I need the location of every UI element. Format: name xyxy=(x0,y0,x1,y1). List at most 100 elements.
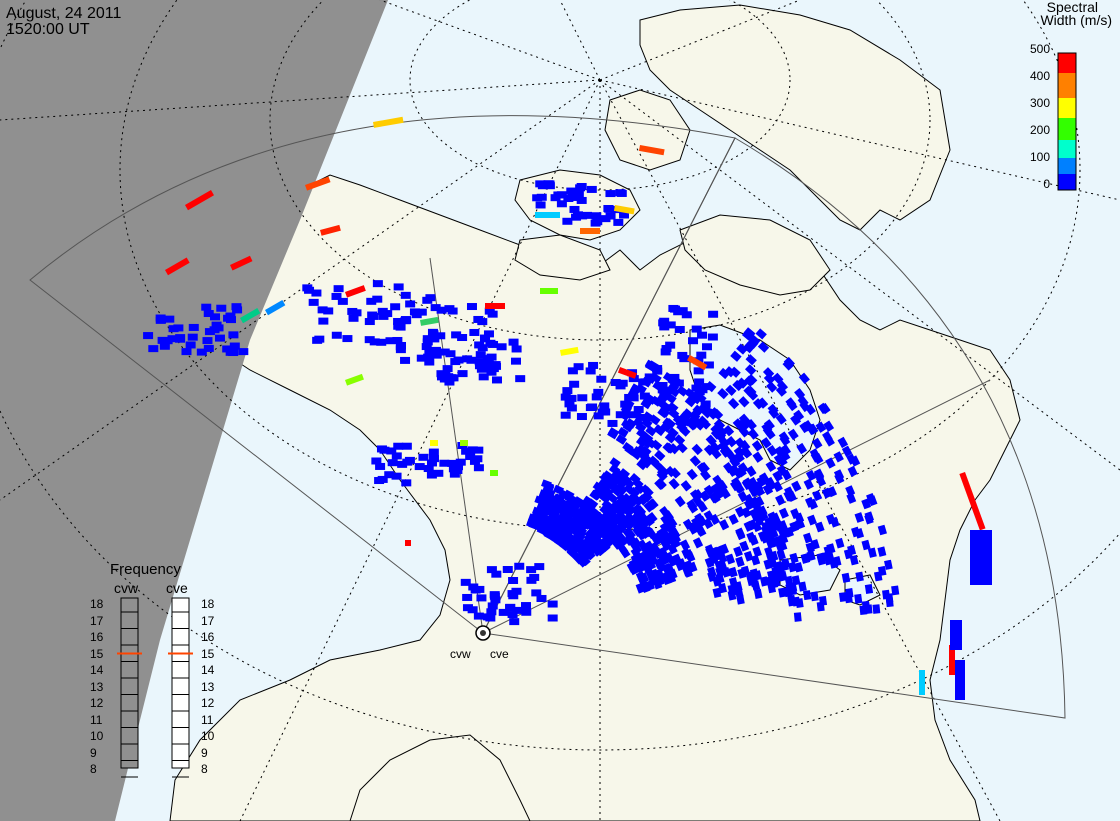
scatter-cell xyxy=(401,442,412,450)
scatter-cell xyxy=(416,354,427,362)
scatter-cell xyxy=(696,515,708,527)
scatter-cell xyxy=(803,532,813,544)
scatter-cell xyxy=(776,549,786,561)
scatter-cell xyxy=(533,507,545,518)
scatter-cell xyxy=(537,182,548,190)
scatter-cell xyxy=(622,527,634,540)
scatter-cell xyxy=(743,375,756,387)
scatter-cell xyxy=(843,548,853,560)
scatter-cell xyxy=(891,585,900,596)
scatter-cell xyxy=(736,594,745,605)
scatter-cell xyxy=(617,426,629,438)
scatter-cell xyxy=(696,351,707,359)
scatter-cell xyxy=(650,570,661,582)
scatter-cell xyxy=(736,377,748,389)
scatter-cell xyxy=(669,373,680,381)
scatter-cell xyxy=(395,323,406,331)
scatter-cell xyxy=(475,351,486,359)
scatter-cell xyxy=(763,373,776,385)
baffin-island xyxy=(679,214,831,296)
scatter-cell xyxy=(469,328,480,336)
scatter-cell xyxy=(674,325,685,333)
scatter-cell xyxy=(659,506,671,518)
scatter-cell xyxy=(509,618,520,626)
scatter-cell xyxy=(323,307,334,315)
scatter-cell xyxy=(567,506,579,518)
frequency-scale-label-left: 18 xyxy=(90,597,104,611)
scatter-cell xyxy=(576,413,587,421)
scatter-cell xyxy=(599,520,612,532)
scatter-cell xyxy=(658,552,670,564)
scatter-cell xyxy=(395,341,406,349)
scatter-cell xyxy=(688,337,699,345)
scatter-cell xyxy=(743,520,754,532)
scatter-cell xyxy=(805,469,817,482)
scatter-cell xyxy=(486,566,497,574)
scatter-cell xyxy=(547,614,558,622)
colorbar-yellow xyxy=(1058,98,1076,118)
scatter-cell xyxy=(615,434,628,445)
scatter-cell xyxy=(778,507,789,519)
scatter-cell xyxy=(806,423,818,436)
scatter-cell xyxy=(488,365,499,373)
scatter-cell xyxy=(602,486,614,498)
scatter-cell xyxy=(597,524,609,537)
scatter-cell xyxy=(550,533,562,545)
scatter-cell xyxy=(571,213,582,221)
scatter-cell xyxy=(794,562,804,573)
scatter-cell xyxy=(775,494,786,506)
scatter-cell xyxy=(721,567,731,578)
scatter-cell xyxy=(679,355,690,363)
scatter-cell xyxy=(580,228,600,234)
scatter-cell xyxy=(333,285,344,293)
scatter-cell xyxy=(637,447,649,459)
scatter-cell xyxy=(391,472,402,480)
scatter-cell xyxy=(668,304,679,312)
scatter-cell xyxy=(476,358,487,366)
scatter-cell xyxy=(823,420,835,432)
scatter-cell xyxy=(919,670,925,695)
scatter-cell xyxy=(560,411,571,419)
scatter-cell xyxy=(691,384,702,392)
scatter-cell xyxy=(682,518,694,531)
scatter-cell xyxy=(393,283,404,291)
colorbar-cyan xyxy=(1058,140,1076,158)
scatter-cell xyxy=(512,606,523,614)
frequency-scale-label-left: 12 xyxy=(90,696,104,710)
scatter-cell xyxy=(447,459,458,467)
scatter-cell xyxy=(474,341,485,349)
scatter-cell xyxy=(514,562,525,570)
scatter-cell xyxy=(752,546,762,558)
scatter-cell xyxy=(567,367,578,375)
scatter-cell xyxy=(444,378,455,386)
scatter-cell xyxy=(666,525,678,538)
scatter-cell xyxy=(867,547,877,558)
scatter-cell xyxy=(648,554,659,566)
scatter-cell xyxy=(741,506,752,519)
scatter-cell xyxy=(609,482,621,494)
scatter-cell xyxy=(772,372,784,385)
scatter-cell xyxy=(692,495,703,507)
scatter-cell xyxy=(664,442,676,454)
scatter-cell xyxy=(691,325,702,333)
scatter-cell xyxy=(482,613,493,621)
colorbar-tick: 400 xyxy=(1029,69,1050,83)
scatter-cell xyxy=(877,524,887,536)
scatter-cell xyxy=(549,506,562,518)
scatter-cell xyxy=(511,587,522,595)
frequency-scale-label-right: 11 xyxy=(201,712,214,727)
scatter-cell xyxy=(646,511,658,524)
scatter-cell xyxy=(823,545,833,557)
scatter-cell xyxy=(485,303,505,309)
scatter-cell xyxy=(342,335,353,343)
scatter-cell xyxy=(677,416,690,428)
scatter-cell xyxy=(374,477,385,485)
scatter-cell xyxy=(616,483,628,495)
scatter-cell xyxy=(609,457,621,469)
scatter-cell xyxy=(435,332,446,340)
scatter-cell xyxy=(476,594,487,602)
scatter-cell xyxy=(372,280,383,288)
scatter-cell xyxy=(588,515,600,527)
colorbar-title-line2: Width (m/s) xyxy=(1040,12,1112,28)
